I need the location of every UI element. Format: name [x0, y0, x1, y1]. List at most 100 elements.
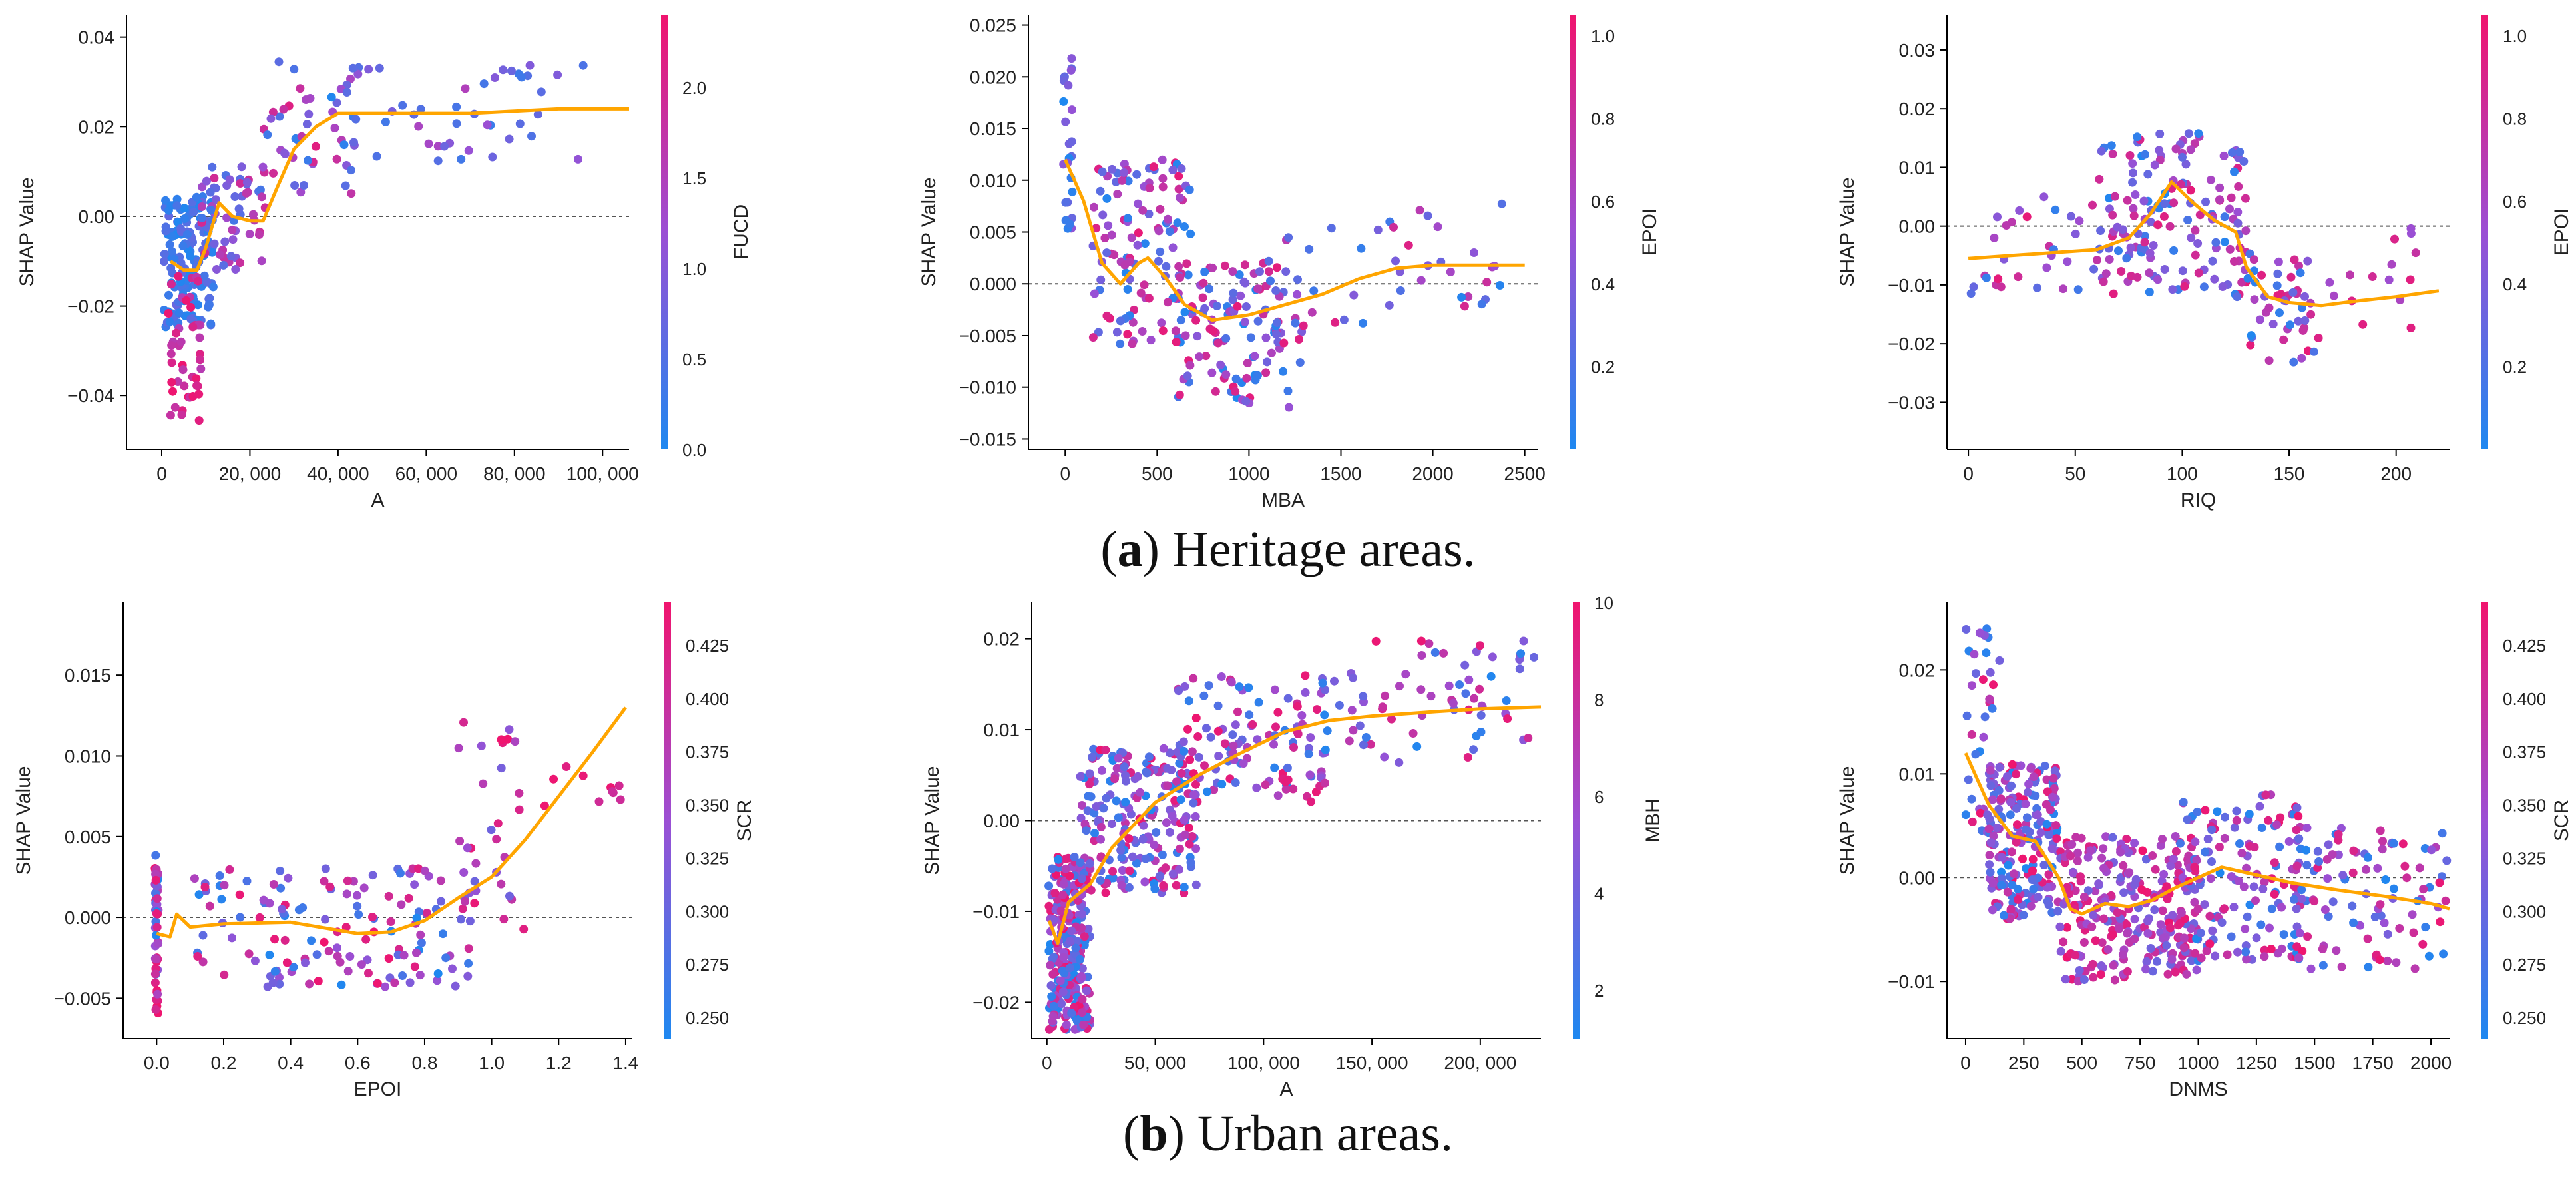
scatter-point [2241, 947, 2251, 957]
scatter-point [300, 181, 308, 190]
scatter-point [1228, 730, 1237, 740]
scatter-point [2294, 834, 2304, 843]
scatter-point [2205, 939, 2215, 949]
scatter-point [448, 964, 457, 973]
scatter-point [321, 915, 330, 924]
x-tick-label: 750 [2125, 1053, 2156, 1073]
trend-line [169, 107, 629, 272]
scatter-point [1173, 218, 1182, 228]
scatter-point [2260, 945, 2269, 955]
scatter-point [165, 317, 174, 326]
scatter-point [1059, 879, 1068, 889]
scatter-point [2400, 861, 2410, 871]
y-axis-label: SHAP Value [921, 766, 943, 875]
scatter-point [1165, 227, 1174, 236]
x-tick-label: 0.0 [144, 1053, 170, 1073]
scatter-point [2191, 226, 2200, 235]
scatter-point [1240, 260, 1249, 270]
scatter-point [1187, 832, 1197, 841]
scatter-point [1995, 656, 2004, 665]
scatter-point [1098, 210, 1108, 220]
scatter-point [1123, 214, 1132, 223]
scatter-point [2211, 951, 2220, 961]
scatter-point [1077, 909, 1086, 919]
scatter-point [1989, 680, 1998, 690]
scatter-point [1273, 791, 1283, 800]
scatter-point [2171, 144, 2181, 154]
scatter-point [333, 951, 342, 961]
scatter-point [2169, 854, 2178, 863]
scatter-point [2007, 781, 2016, 790]
scatter-point [2129, 168, 2137, 178]
scatter-point [1046, 981, 1056, 990]
scatter-point [1530, 652, 1539, 662]
scatter-point [2264, 303, 2274, 312]
scatter-point [1149, 162, 1158, 172]
scatter-point [1242, 373, 1251, 383]
scatter-point [1189, 674, 1198, 683]
scatter-point [2243, 912, 2252, 921]
scatter-point [2389, 839, 2398, 848]
scatter-point [1306, 733, 1315, 742]
scatter-point [2298, 947, 2307, 955]
scatter-point [2000, 911, 2008, 920]
scatter-point [2097, 961, 2106, 970]
colorbar-tick-label: 0.250 [686, 1008, 729, 1028]
scatter-point [2168, 911, 2177, 920]
scatter-point [2089, 264, 2099, 274]
scatter-point [1199, 278, 1208, 288]
scatter-point [2162, 882, 2171, 891]
scatter-point [1065, 871, 1074, 881]
scatter-point [1191, 780, 1200, 789]
scatter-point [2211, 238, 2221, 247]
scatter-point [2292, 861, 2302, 871]
scatter-point [2338, 871, 2348, 880]
y-tick-label: 0.02 [1899, 99, 1936, 119]
scatter-point [2191, 837, 2200, 847]
scatter-point [2370, 912, 2380, 921]
scatter-point [301, 958, 310, 967]
scatter-point [2201, 806, 2210, 815]
scatter-point [1162, 818, 1171, 827]
y-tick-label: −0.010 [959, 377, 1016, 398]
scatter-point [2294, 812, 2303, 821]
scatter-point [1321, 778, 1329, 788]
scatter-point [1088, 752, 1097, 762]
scatter-point [1516, 649, 1526, 658]
scatter-point [1168, 243, 1178, 252]
scatter-point [433, 156, 443, 166]
scatter-point [353, 69, 363, 79]
colorbar-tick-label: 1.0 [682, 259, 706, 279]
scatter-point [2125, 151, 2135, 160]
scatter-point [359, 883, 369, 893]
scatter-point [2215, 183, 2225, 192]
scatter-point [2260, 877, 2269, 887]
scatter-point [1216, 360, 1225, 369]
scatter-point [461, 84, 470, 93]
scatter-point [172, 328, 181, 338]
scatter-point [164, 290, 173, 300]
scatter-point [2008, 881, 2017, 890]
scatter-point [206, 206, 216, 215]
scatter-point [228, 933, 236, 943]
scatter-point [1121, 771, 1130, 780]
scatter-point [2159, 869, 2169, 879]
scatter-point [1357, 244, 1366, 253]
scatter-point [1124, 834, 1134, 843]
scatter-point [305, 979, 314, 989]
scatter-point [396, 869, 405, 878]
scatter-point [2199, 282, 2209, 292]
scatter-point [470, 877, 479, 886]
scatter-point [1156, 871, 1165, 881]
scatter-point [2067, 212, 2075, 221]
scatter-point [2314, 857, 2324, 866]
scatter-point [1289, 743, 1298, 752]
scatter-point [1283, 763, 1292, 772]
y-tick-label: 0.010 [970, 170, 1016, 191]
scatter-point [1077, 971, 1086, 981]
scatter-point [170, 403, 180, 412]
scatter-point [178, 242, 188, 250]
scatter-point [2012, 770, 2021, 779]
scatter-point [2130, 839, 2139, 847]
scatter-point [1179, 737, 1188, 746]
